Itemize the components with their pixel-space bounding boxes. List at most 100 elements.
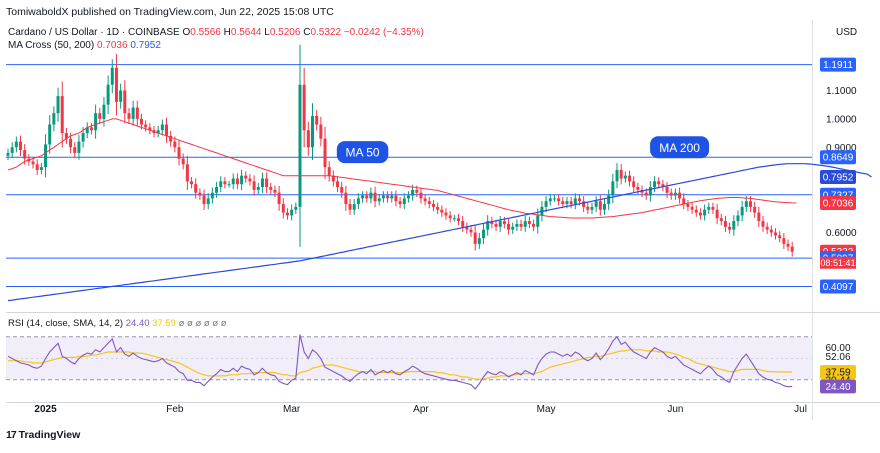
candle-body	[427, 201, 431, 205]
x-tick-label: May	[537, 404, 556, 415]
candle-body	[577, 198, 581, 202]
countdown-text: 08:51:41	[820, 258, 855, 268]
candle-body	[194, 184, 198, 193]
x-tick-label: Jul	[794, 404, 807, 415]
candle-body	[331, 175, 335, 182]
candle-body	[319, 124, 323, 139]
candle-body	[323, 138, 327, 168]
candle-body	[14, 141, 18, 148]
tradingview-logo[interactable]: 17 TradingView	[6, 429, 80, 441]
candle-body	[361, 195, 365, 199]
candle-body	[431, 204, 435, 207]
candle-body	[377, 198, 381, 202]
annotation-bubble	[336, 141, 389, 164]
candle-body	[782, 238, 786, 244]
candle-body	[594, 201, 598, 207]
candle-body	[628, 175, 632, 182]
candle-body	[736, 215, 740, 222]
candle-body	[139, 118, 143, 125]
ma-cross-label: MA Cross (50, 200)	[8, 40, 95, 51]
candle-body	[177, 147, 181, 159]
candle-body	[77, 141, 81, 153]
candle-body	[10, 147, 14, 153]
candle-body	[536, 215, 540, 227]
candle-body	[661, 184, 665, 188]
candle-body	[169, 135, 173, 142]
candle-body	[719, 218, 723, 222]
open-value: 0.5566	[190, 27, 221, 38]
candle-body	[607, 195, 611, 205]
candle-body	[498, 221, 502, 227]
candle-body	[502, 221, 506, 224]
candle-body	[240, 175, 244, 185]
candle-body	[248, 178, 252, 182]
candle-body	[523, 221, 527, 227]
candle-body	[452, 218, 456, 220]
ma200-value: 0.7952	[130, 40, 161, 51]
candle-body	[406, 195, 410, 199]
price-label-text: 0.7327	[823, 190, 854, 201]
candle-body	[744, 201, 748, 207]
symbol-name[interactable]: Cardano / US Dollar · 1D · COINBASE	[8, 27, 180, 38]
candle-body	[131, 107, 135, 119]
candle-body	[411, 189, 415, 196]
candle-body	[390, 195, 394, 199]
candle-body	[786, 243, 790, 247]
candle-body	[515, 223, 519, 227]
candle-body	[64, 133, 68, 139]
candle-body	[511, 226, 515, 230]
rsi-label-text: 52.06	[825, 352, 850, 363]
price-label-text: 0.7952	[823, 173, 854, 184]
candle-body	[181, 158, 185, 165]
countdown-tag	[820, 256, 856, 269]
candle-body	[748, 201, 752, 207]
candle-body	[602, 204, 606, 210]
candle-body	[223, 181, 227, 185]
candle-body	[39, 167, 43, 170]
candle-body	[753, 206, 757, 213]
rsi-label: RSI (14, close, SMA, 14, 2)	[8, 318, 124, 329]
candle-body	[444, 212, 448, 216]
candle-body	[415, 189, 419, 193]
price-label-tag	[820, 150, 856, 165]
price-label-tag	[820, 279, 856, 294]
price-label-tag	[820, 57, 856, 72]
candle-body	[394, 195, 398, 202]
candle-body	[52, 113, 56, 125]
candle-body	[60, 96, 64, 134]
rsi-legend[interactable]: RSI (14, close, SMA, 14, 2) 24.40 37.59 …	[8, 318, 227, 329]
ma-cross-legend[interactable]: MA Cross (50, 200) 0.7036 0.7952	[8, 40, 161, 51]
candle-body	[173, 141, 177, 148]
candle-body	[573, 198, 577, 205]
logo-text: TradingView	[18, 429, 81, 441]
candle-body	[690, 206, 694, 210]
candle-body	[615, 169, 619, 182]
candle-body	[632, 181, 636, 188]
candle-body	[198, 192, 202, 196]
high-label: H	[223, 27, 231, 38]
candle-body	[669, 192, 673, 196]
candle-body	[102, 104, 106, 119]
symbol-legend: Cardano / US Dollar · 1D · COINBASE O0.5…	[8, 27, 424, 38]
candle-body	[277, 192, 281, 205]
y-tick-label: 1.0000	[826, 114, 857, 125]
candle-body	[206, 198, 210, 205]
currency-label[interactable]: USD	[836, 27, 858, 38]
rsi-extra: ø ø ø ø ø ø	[178, 318, 227, 329]
candle-body	[682, 198, 686, 205]
candle-body	[436, 206, 440, 210]
candle-body	[348, 204, 352, 210]
candle-body	[85, 127, 89, 134]
candle-body	[790, 246, 794, 252]
candle-body	[544, 201, 548, 207]
candle-body	[235, 178, 239, 185]
candle-body	[156, 130, 160, 134]
low-value: 0.5206	[269, 27, 301, 38]
candle-body	[565, 201, 569, 205]
candle-body	[265, 178, 269, 188]
annotation-text: MA 200	[659, 141, 700, 155]
candle-body	[653, 181, 657, 188]
candle-body	[290, 209, 294, 216]
price-label-text: 0.7036	[823, 199, 854, 210]
